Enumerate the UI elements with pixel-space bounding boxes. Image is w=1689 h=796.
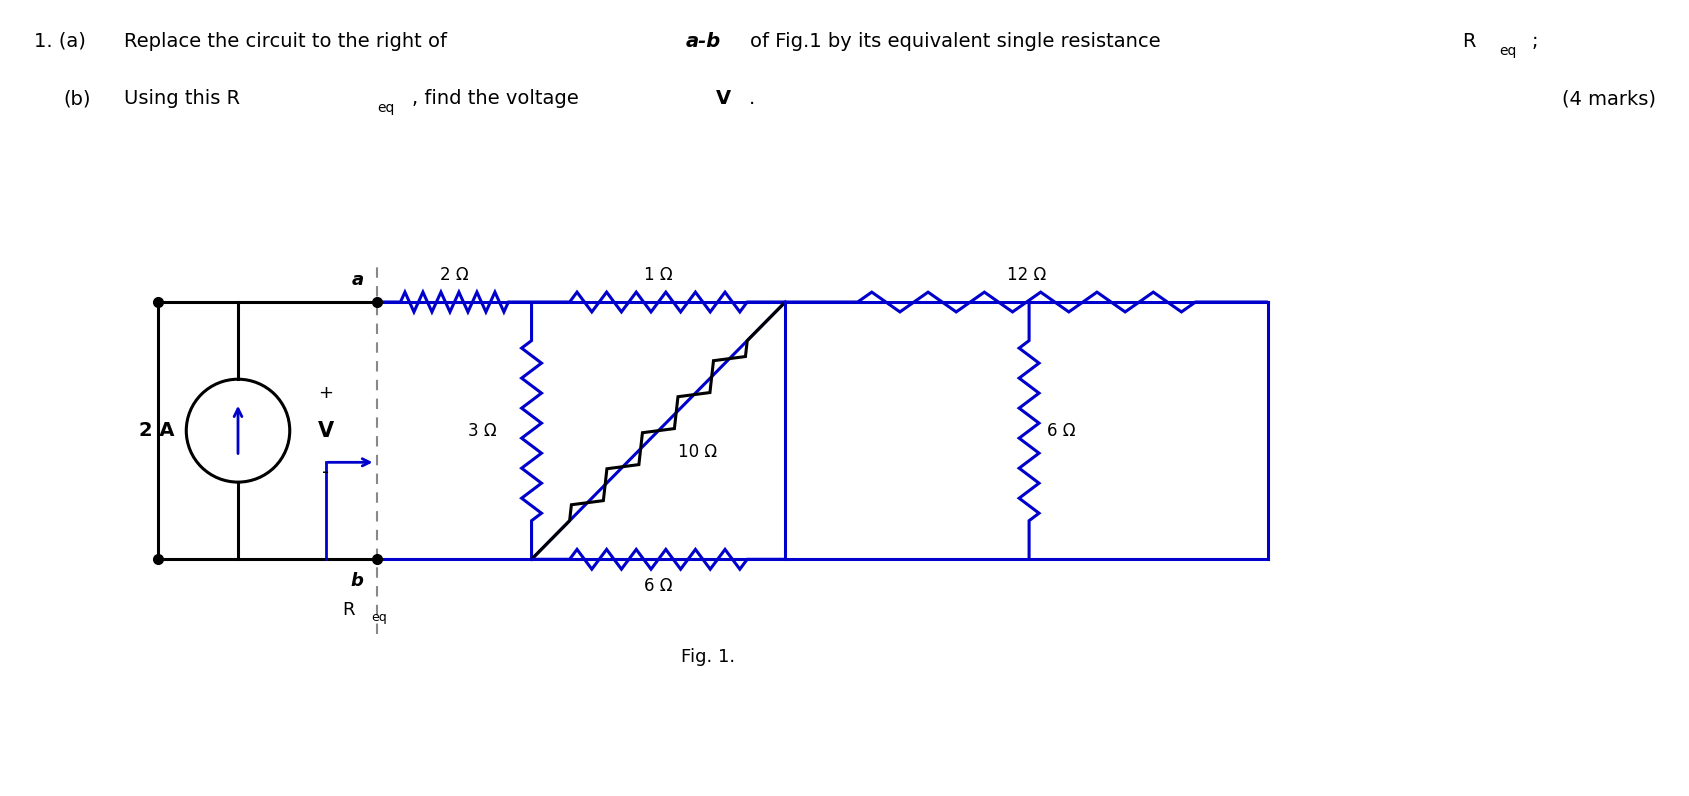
Text: of Fig.1 by its equivalent single resistance: of Fig.1 by its equivalent single resist… <box>750 32 1160 51</box>
Text: 3 Ω: 3 Ω <box>468 422 497 439</box>
Text: 10 Ω: 10 Ω <box>677 443 718 462</box>
Text: , find the voltage: , find the voltage <box>412 89 579 108</box>
Text: Using this R: Using this R <box>123 89 240 108</box>
Text: R: R <box>1461 32 1474 51</box>
Text: .: . <box>748 89 755 108</box>
Text: (4 marks): (4 marks) <box>1561 89 1655 108</box>
Text: ;: ; <box>1530 32 1537 51</box>
Text: 2 A: 2 A <box>138 421 174 440</box>
Text: 6 Ω: 6 Ω <box>644 577 672 595</box>
Text: V: V <box>318 420 333 441</box>
Text: Replace the circuit to the right of: Replace the circuit to the right of <box>123 32 446 51</box>
Text: a: a <box>351 271 363 289</box>
Text: -: - <box>323 462 329 482</box>
Text: eq: eq <box>377 101 395 115</box>
Text: b: b <box>350 572 363 590</box>
Text: 2 Ω: 2 Ω <box>439 266 468 284</box>
Text: +: + <box>318 384 333 402</box>
Text: 12 Ω: 12 Ω <box>1007 266 1045 284</box>
Text: 6 Ω: 6 Ω <box>1047 422 1074 439</box>
Text: eq: eq <box>372 611 387 624</box>
Text: 1. (a): 1. (a) <box>34 32 86 51</box>
Text: R: R <box>343 601 355 618</box>
Text: V: V <box>714 89 730 108</box>
Text: a-b: a-b <box>686 32 721 51</box>
Text: eq: eq <box>1498 44 1515 58</box>
Text: (b): (b) <box>64 89 91 108</box>
Text: 1 Ω: 1 Ω <box>644 266 672 284</box>
Text: Fig. 1.: Fig. 1. <box>681 649 735 666</box>
